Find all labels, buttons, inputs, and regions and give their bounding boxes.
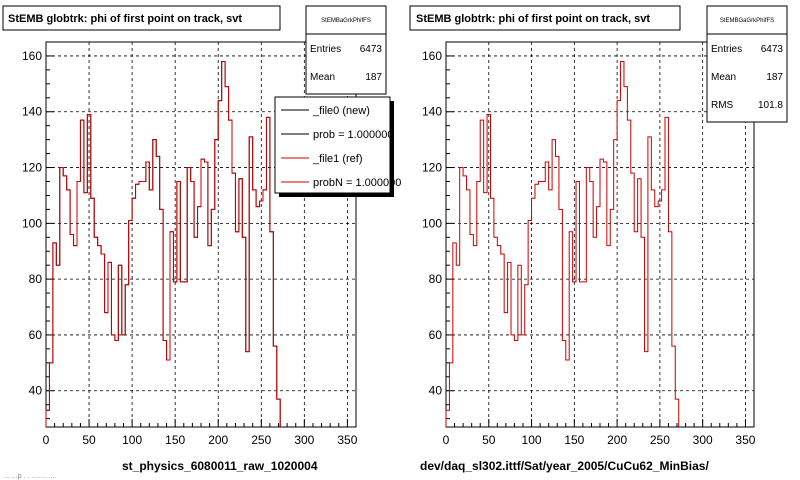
legend-entry: _file1 (ref)	[312, 153, 363, 165]
right-stats-label: StEMBGaGrkPhifFS	[720, 18, 774, 24]
right-stats-row-value: 187	[766, 72, 783, 83]
left-stats-row-value: 187	[365, 72, 382, 83]
legend-entry: _file0 (new)	[312, 105, 370, 117]
left-stats-box	[305, 5, 387, 95]
legend-box	[274, 96, 391, 194]
left-stats-label: StEMBaGrkPhifFS	[321, 18, 371, 24]
left-y-tick-label: 60	[29, 328, 43, 342]
left-x-tick-label: 0	[43, 433, 50, 447]
left-stats-row-value: 6473	[360, 44, 383, 55]
left-x-tick-label: 300	[294, 433, 314, 447]
right-x-tick-label: 200	[607, 433, 627, 447]
right-y-tick-label: 60	[429, 328, 443, 342]
right-x-tick-label: 350	[735, 433, 755, 447]
right-stats-row-value: 101.8	[758, 100, 783, 111]
footer-note: ... ...p . . ........ ....	[4, 473, 57, 480]
right-stats-row-label: Entries	[711, 44, 742, 55]
left-y-tick-label: 80	[29, 272, 43, 286]
right-stats-row-value: 6473	[761, 44, 784, 55]
right-y-tick-label: 140	[422, 105, 442, 119]
left-y-tick-label: 120	[22, 161, 42, 175]
left-x-tick-label: 100	[122, 433, 142, 447]
right-stats-box	[706, 5, 788, 123]
right-histogram-series-0	[445, 61, 680, 427]
right-x-tick-label: 250	[650, 433, 670, 447]
left-x-tick-label: 200	[208, 433, 228, 447]
right-y-tick-label: 100	[422, 216, 442, 230]
right-stats-row-label: Mean	[711, 72, 736, 83]
right-x-tick-label: 100	[522, 433, 542, 447]
right-x-tick-label: 150	[564, 433, 584, 447]
left-chart-title: StEMB globtrk: phi of first point on tra…	[8, 13, 242, 25]
left-histogram-panel: StEMB globtrk: phi of first point on tra…	[2, 5, 401, 473]
right-chart-title: StEMB globtrk: phi of first point on tra…	[416, 13, 650, 25]
legend-entry: probN = 1.000000	[313, 177, 401, 189]
left-title-box	[2, 5, 281, 31]
left-x-axis-label: st_physics_6080011_raw_1020004	[122, 459, 318, 473]
right-x-tick-label: 50	[482, 433, 496, 447]
left-y-tick-label: 40	[29, 384, 43, 398]
right-y-tick-label: 160	[422, 49, 442, 63]
right-stats-row-label: RMS	[711, 100, 734, 111]
right-histogram-panel: StEMB globtrk: phi of first point on tra…	[409, 5, 788, 473]
right-y-tick-label: 120	[422, 161, 442, 175]
right-title-box	[409, 5, 681, 31]
right-x-axis-label: dev/daq_sl302.ittf/Sat/year_2005/CuCu62_…	[420, 459, 709, 473]
left-y-tick-label: 100	[22, 216, 42, 230]
legend-entry: prob = 1.000000	[313, 129, 393, 141]
left-y-tick-label: 160	[22, 49, 42, 63]
right-x-tick-label: 300	[693, 433, 713, 447]
left-x-tick-label: 150	[165, 433, 185, 447]
right-x-tick-label: 0	[443, 433, 450, 447]
left-histogram-series-1	[45, 61, 281, 427]
left-stats-row-label: Mean	[310, 72, 335, 83]
right-y-tick-label: 80	[429, 272, 443, 286]
left-y-tick-label: 140	[22, 105, 42, 119]
right-y-tick-label: 40	[429, 384, 443, 398]
left-x-tick-label: 50	[82, 433, 96, 447]
left-x-tick-label: 350	[337, 433, 357, 447]
left-stats-row-label: Entries	[310, 44, 341, 55]
left-x-tick-label: 250	[251, 433, 271, 447]
